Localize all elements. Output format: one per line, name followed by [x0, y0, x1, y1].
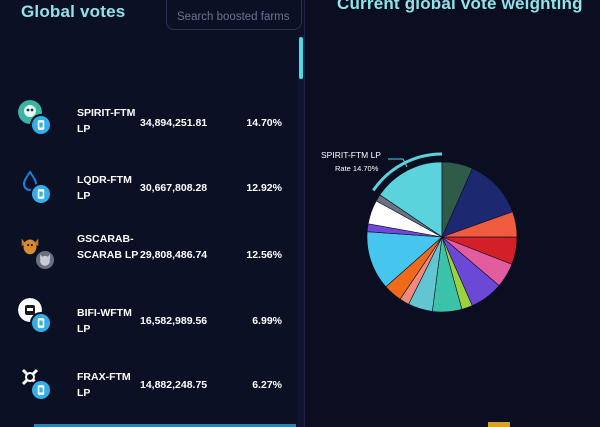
farm-name: SPIRIT-FTM LP [77, 107, 136, 135]
farm-votes: 14,882,248.75 [140, 379, 208, 391]
vote-weighting-title: Current global vote weighting [337, 0, 583, 13]
bottom-gold-accent [488, 422, 510, 427]
ftm-icon [30, 114, 52, 136]
farm-percentage: 6.27% [252, 379, 282, 391]
token-pair-icon [18, 298, 58, 342]
tooltip-pointer [388, 158, 408, 168]
ftm-icon [30, 312, 52, 334]
pie-slice[interactable] [441, 168, 514, 238]
highlight-arc [372, 152, 443, 192]
token-pair-icon [18, 365, 58, 409]
farm-votes: 34,894,251.81 [140, 117, 208, 129]
farm-votes: 29,808,486.74 [140, 249, 208, 261]
pie-slice[interactable] [366, 231, 443, 288]
farm-percentage: 14.70% [246, 117, 282, 129]
pie-slice[interactable] [375, 194, 443, 238]
farm-percentage: 12.92% [246, 182, 282, 194]
bottom-edge-bar [34, 424, 296, 427]
token-pair-icon [18, 169, 58, 213]
farm-name: FRAX-FTM LP [77, 371, 131, 399]
farm-row[interactable]: BIFI-WFTM LP 16,582,989.56 6.99% [0, 297, 296, 357]
farm-row[interactable]: LQDR-FTM LP 30,667,808.28 12.92% [0, 162, 296, 222]
pie-slice[interactable] [379, 161, 443, 238]
gscarab-icon [34, 249, 56, 271]
farm-name: GSCARAB-SCARAB LP [77, 233, 139, 261]
farm-row[interactable]: SPIRIT-FTM LP 34,894,251.81 14.70% [0, 95, 296, 155]
farm-name: LQDR-FTM LP [77, 174, 132, 202]
farm-percentage: 12.56% [246, 249, 282, 261]
ftm-icon [30, 183, 52, 205]
farm-row[interactable]: FRAX-FTM LP 14,882,248.75 6.27% [0, 364, 296, 424]
search-box[interactable] [166, 0, 302, 30]
token-pair-icon [18, 100, 58, 144]
ftm-icon [30, 379, 52, 401]
token-pair-icon [18, 233, 58, 277]
pie-tooltip-name: SPIRIT-FTM LP [321, 150, 381, 160]
global-votes-panel [0, 0, 305, 427]
pie-tooltip-rate: Rate 14.70% [335, 164, 379, 173]
scrollbar-thumb[interactable] [299, 37, 303, 79]
search-input[interactable] [167, 0, 301, 29]
farm-percentage: 6.99% [252, 315, 282, 327]
scarab-icon [21, 238, 39, 255]
scrollbar-track[interactable] [298, 34, 304, 427]
farm-votes: 16,582,989.56 [140, 315, 208, 327]
global-votes-title: Global votes [21, 2, 126, 21]
panel-divider [304, 0, 305, 427]
farm-name: BIFI-WFTM LP [77, 307, 132, 335]
farm-row[interactable]: GSCARAB-SCARAB LP 29,808,486.74 12.56% [0, 225, 296, 285]
farm-votes: 30,667,808.28 [140, 182, 208, 194]
